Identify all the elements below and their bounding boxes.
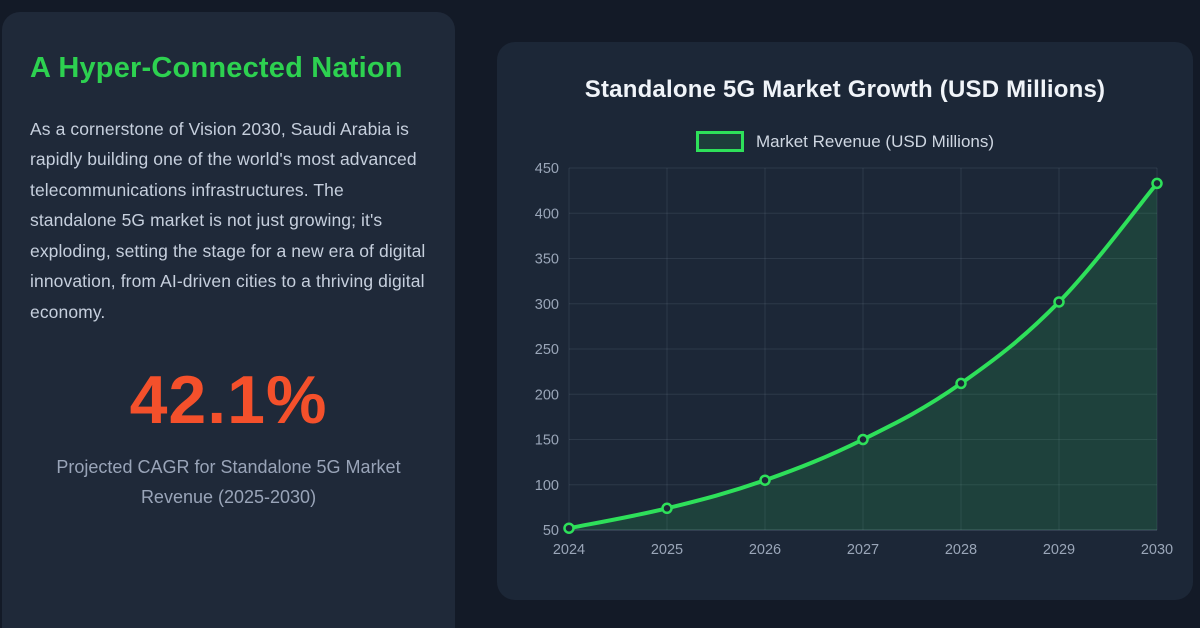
data-point-marker bbox=[857, 433, 869, 446]
y-tick-label: 50 bbox=[543, 523, 559, 539]
y-tick-label: 450 bbox=[535, 161, 559, 177]
y-tick-label: 400 bbox=[535, 206, 559, 222]
data-point-marker bbox=[955, 377, 967, 390]
data-point-marker bbox=[1151, 177, 1163, 190]
x-tick-label: 2026 bbox=[749, 542, 781, 558]
y-tick-label: 300 bbox=[535, 297, 559, 313]
chart-title: Standalone 5G Market Growth (USD Million… bbox=[584, 76, 1106, 103]
chart-legend[interactable]: Market Revenue (USD Millions) bbox=[695, 131, 995, 152]
y-tick-label: 100 bbox=[535, 478, 559, 494]
x-tick-label: 2027 bbox=[847, 542, 879, 558]
line-chart: 50 100 150 200 250 300 350 400 450 2024 2025 2026 20… bbox=[535, 161, 1173, 558]
x-tick-label: 2030 bbox=[1141, 542, 1173, 558]
x-tick-label: 2025 bbox=[651, 542, 683, 558]
y-tick-label: 150 bbox=[535, 433, 559, 449]
x-tick-label: 2029 bbox=[1043, 542, 1075, 558]
line-chart-container: 50 100 150 200 250 300 350 400 450 2024 2025 2026 20… bbox=[517, 154, 1173, 587]
x-tick-label: 2024 bbox=[553, 542, 585, 558]
y-tick-label: 350 bbox=[535, 252, 559, 268]
chart-card: Standalone 5G Market Growth (USD Million… bbox=[497, 42, 1193, 600]
left-panel: A Hyper-Connected Nation As a cornerston… bbox=[2, 12, 455, 628]
data-point-marker bbox=[563, 522, 575, 534]
y-tick-label: 200 bbox=[535, 387, 559, 403]
cagr-stat-value: 42.1% bbox=[129, 362, 328, 439]
left-panel-title: A Hyper-Connected Nation bbox=[30, 52, 403, 84]
cagr-stat-caption: Projected CAGR for Standalone 5G Market … bbox=[56, 457, 401, 507]
x-tick-label: 2028 bbox=[945, 542, 977, 558]
revenue-area-fill bbox=[569, 183, 1157, 530]
data-point-marker bbox=[759, 474, 771, 486]
y-tick-label: 250 bbox=[535, 342, 559, 358]
legend-swatch bbox=[695, 131, 744, 152]
data-point-marker bbox=[1053, 296, 1065, 308]
data-point-marker bbox=[661, 502, 673, 515]
left-panel-body: As a cornerstone of Vision 2030, Saudi A… bbox=[30, 119, 426, 322]
legend-label: Market Revenue (USD Millions) bbox=[755, 131, 995, 151]
